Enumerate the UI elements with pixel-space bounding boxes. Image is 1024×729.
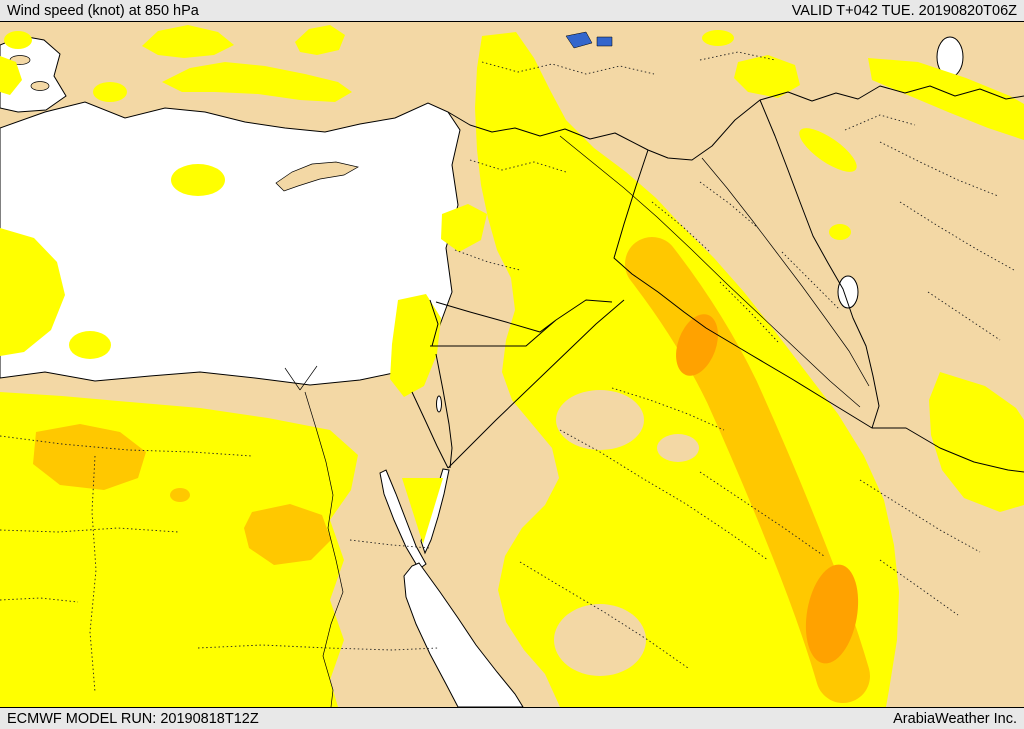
wind-mid-patch bbox=[33, 424, 146, 490]
footer-bar: ECMWF MODEL RUN: 20190818T12Z ArabiaWeat… bbox=[0, 707, 1024, 729]
tigris-river bbox=[701, 157, 870, 387]
wind-low-patch bbox=[171, 164, 225, 196]
turkey-south-border bbox=[447, 85, 1024, 161]
nile-river bbox=[284, 365, 344, 707]
aegean-sea bbox=[0, 35, 67, 113]
rivers bbox=[284, 135, 870, 707]
map-title: Wind speed (knot) at 850 hPa bbox=[7, 2, 199, 19]
wind-mid-patch bbox=[244, 504, 331, 565]
wind-region-high bbox=[676, 314, 859, 664]
land-gap bbox=[657, 434, 699, 462]
mediterranean-sea bbox=[0, 101, 461, 386]
wind-map bbox=[0, 22, 1024, 707]
wind-low-patch bbox=[402, 478, 443, 544]
header-bar: Wind speed (knot) at 850 hPa VALID T+042… bbox=[0, 0, 1024, 22]
wind-low-patch bbox=[69, 331, 111, 359]
wind-low-patch bbox=[295, 25, 345, 55]
cyprus-island bbox=[275, 161, 359, 192]
jordan-borders bbox=[430, 299, 625, 469]
wind-low-patch bbox=[868, 58, 1024, 140]
wind-low-patch bbox=[93, 82, 127, 102]
valid-time-label: VALID T+042 TUE. 20190820T06Z bbox=[791, 2, 1017, 19]
lake-van bbox=[565, 31, 593, 49]
wind-low-patch bbox=[929, 372, 1024, 512]
lake-urmia-blue bbox=[596, 36, 613, 47]
syria-iraq-saudi-border bbox=[613, 149, 1024, 473]
wind-low-patch bbox=[702, 30, 734, 46]
dotted-boundary-levant bbox=[454, 159, 567, 271]
model-run-label: ECMWF MODEL RUN: 20190818T12Z bbox=[7, 710, 259, 727]
blue-lakes bbox=[565, 31, 613, 49]
iraq-iran-border bbox=[759, 99, 880, 429]
wind-low-patch bbox=[441, 204, 487, 252]
red-sea bbox=[403, 562, 524, 707]
wind-low-patch bbox=[390, 294, 441, 397]
wind-low-patch bbox=[0, 56, 22, 95]
islands bbox=[9, 55, 359, 192]
land-gaps bbox=[554, 390, 699, 676]
wind-low-patch bbox=[162, 62, 352, 102]
israel-borders bbox=[411, 299, 453, 469]
lake-tharthar bbox=[837, 275, 859, 309]
country-borders bbox=[411, 85, 1024, 473]
aegean-island bbox=[30, 81, 50, 91]
wind-high-core bbox=[805, 564, 859, 664]
wind-high-core bbox=[676, 314, 718, 376]
wind-low-patch bbox=[799, 128, 857, 172]
dead-sea bbox=[436, 395, 442, 413]
euphrates-river bbox=[559, 135, 861, 408]
land-gap bbox=[556, 390, 644, 450]
land-gap bbox=[554, 604, 646, 676]
dotted-boundary-north bbox=[481, 51, 1015, 343]
dotted-boundaries bbox=[0, 51, 1015, 693]
brand-label: ArabiaWeather Inc. bbox=[893, 710, 1017, 727]
wind-low-patch bbox=[829, 224, 851, 240]
wind-low-patch bbox=[142, 25, 234, 58]
wind-low-patch bbox=[0, 228, 65, 356]
wind-mid-patch bbox=[170, 488, 190, 502]
wind-low-patch bbox=[734, 55, 800, 98]
wind-low-patch bbox=[4, 31, 32, 49]
